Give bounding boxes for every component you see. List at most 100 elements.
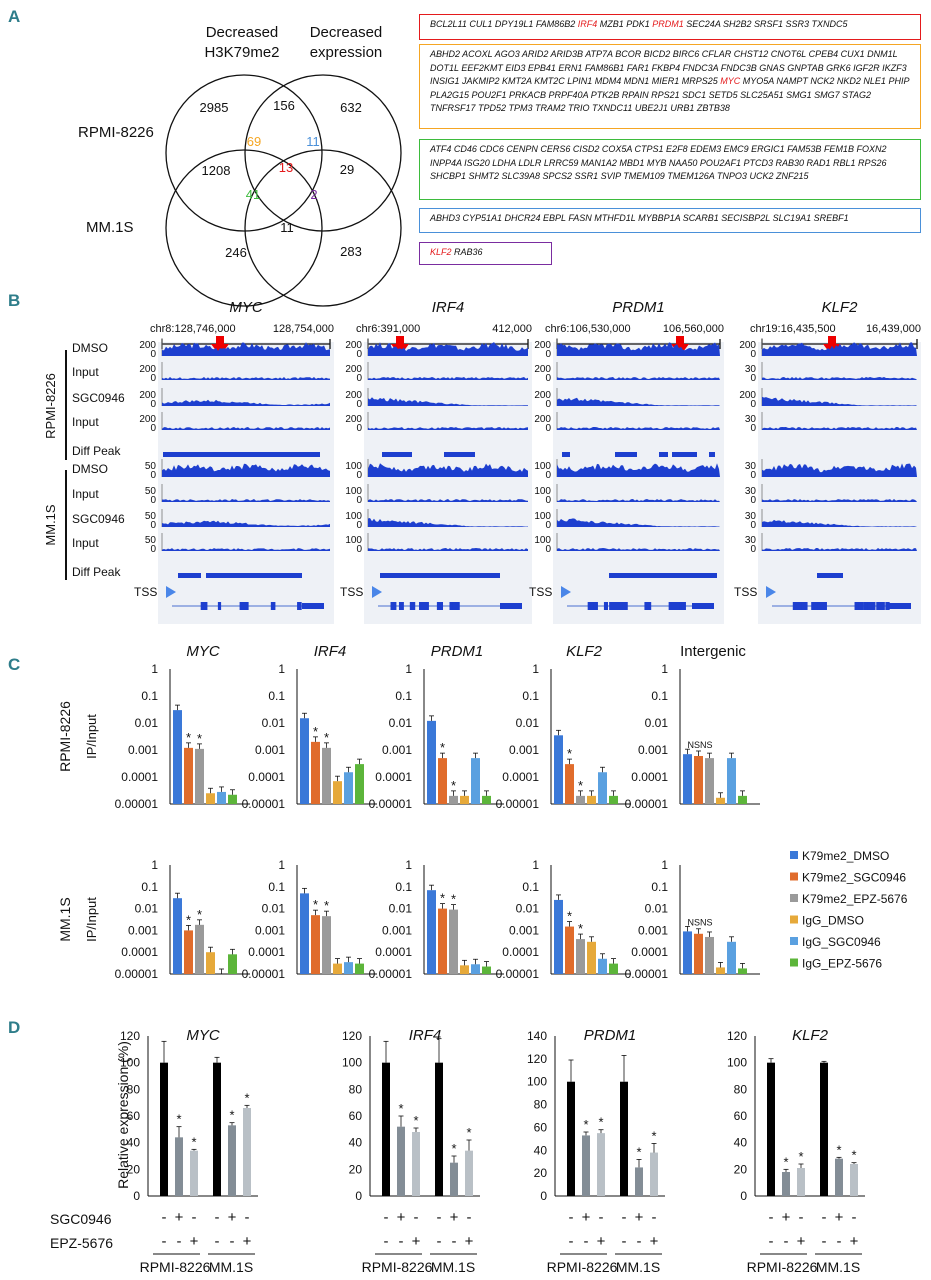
track-scale-max: 50 bbox=[145, 511, 157, 522]
track-scale-zero: 0 bbox=[356, 520, 362, 531]
track-scale-max: 50 bbox=[145, 535, 157, 546]
treatment-label: SGC0946 bbox=[50, 1211, 112, 1227]
treatment-sign: + bbox=[397, 1209, 406, 1226]
chip-gene-title: PRDM1 bbox=[431, 643, 484, 660]
expr-y-tick: 80 bbox=[349, 1082, 363, 1096]
signal-track bbox=[762, 548, 917, 551]
track-scale-max: 100 bbox=[345, 461, 362, 472]
signal-track bbox=[557, 463, 720, 477]
treatment-sign: - bbox=[822, 1233, 827, 1250]
signal-track bbox=[368, 548, 528, 551]
gene-exon bbox=[239, 602, 249, 610]
treatment-sign: + bbox=[797, 1233, 806, 1250]
track-scale-zero: 0 bbox=[750, 349, 756, 360]
legend-swatch bbox=[790, 937, 798, 945]
diff-peak-bar bbox=[562, 452, 570, 457]
track-scale-max: 200 bbox=[345, 390, 362, 401]
venn-region-count: 1208 bbox=[202, 163, 231, 178]
track-coord-start: chr6:391,000 bbox=[356, 323, 420, 335]
treatment-sign: - bbox=[837, 1233, 842, 1250]
track-coord-end: 128,754,000 bbox=[273, 323, 334, 335]
track-scale-zero: 0 bbox=[545, 544, 551, 555]
significance-star: * bbox=[229, 1108, 234, 1123]
expr-y-tick: 120 bbox=[342, 1029, 362, 1043]
track-scale-zero: 0 bbox=[545, 470, 551, 481]
chip-y-tick: 0.0001 bbox=[248, 945, 285, 959]
significance-star: * bbox=[466, 1125, 471, 1140]
expr-y-tick: 120 bbox=[727, 1029, 747, 1043]
track-scale-zero: 0 bbox=[150, 423, 156, 434]
venn-label-h3k79: H3K79me2 bbox=[204, 44, 279, 61]
significance-star: * bbox=[398, 1101, 403, 1116]
significance-star: * bbox=[413, 1113, 418, 1128]
expr-bar bbox=[635, 1167, 643, 1196]
venn-region-count: 2 bbox=[310, 187, 317, 202]
significance-star: * bbox=[567, 909, 572, 924]
diff-peak-bar bbox=[659, 452, 668, 457]
diff-peak-bar bbox=[178, 573, 201, 578]
signal-track bbox=[557, 377, 720, 380]
chip-y-tick: 0.1 bbox=[651, 880, 668, 894]
gene-exon bbox=[876, 602, 885, 610]
track-scale-zero: 0 bbox=[545, 349, 551, 360]
chip-y-tick: 1 bbox=[151, 858, 158, 872]
treatment-sign: - bbox=[584, 1233, 589, 1250]
venn-region-count: 69 bbox=[247, 134, 261, 149]
track-scale-max: 100 bbox=[534, 486, 551, 497]
signal-track bbox=[557, 499, 720, 502]
chip-y-tick: 0.01 bbox=[262, 716, 286, 730]
significance-star: * bbox=[186, 912, 191, 927]
chip-y-tick: 0.001 bbox=[128, 743, 158, 757]
significance-star: * bbox=[451, 892, 456, 907]
chip-bar bbox=[195, 748, 204, 804]
track-scale-zero: 0 bbox=[356, 399, 362, 410]
expr-y-tick: 40 bbox=[127, 1136, 141, 1150]
chip-y-tick: 0.001 bbox=[255, 923, 285, 937]
track-scale-zero: 0 bbox=[150, 470, 156, 481]
treatment-sign: - bbox=[215, 1233, 220, 1250]
track-scale-zero: 0 bbox=[150, 544, 156, 555]
expr-y-tick: 100 bbox=[120, 1056, 140, 1070]
gene-exon bbox=[270, 602, 276, 610]
diff-peak-bar bbox=[609, 573, 717, 578]
treatment-sign: + bbox=[635, 1209, 644, 1226]
legend-swatch bbox=[790, 915, 798, 924]
treatment-sign: - bbox=[569, 1233, 574, 1250]
chip-y-tick: 0.001 bbox=[638, 743, 668, 757]
expr-bar bbox=[190, 1150, 198, 1196]
track-scale-max: 30 bbox=[745, 511, 757, 522]
track-row-label: SGC0946 bbox=[72, 391, 125, 405]
track-scale-zero: 0 bbox=[356, 544, 362, 555]
signal-track bbox=[557, 397, 720, 406]
chip-y-tick: 0.001 bbox=[255, 743, 285, 757]
expr-cell-label: RPMI-8226 bbox=[547, 1259, 618, 1275]
chip-y-tick: 1 bbox=[532, 858, 539, 872]
venn-region-count: 632 bbox=[340, 100, 362, 115]
track-cell-label: RPMI-8226 bbox=[43, 373, 58, 439]
venn-region-count: 11 bbox=[306, 134, 320, 149]
marker-arrow-icon bbox=[211, 336, 229, 356]
significance-star: * bbox=[324, 898, 329, 913]
expr-y-tick: 20 bbox=[127, 1162, 141, 1176]
expr-bar bbox=[767, 1062, 775, 1196]
expr-y-tick: 0 bbox=[540, 1189, 547, 1203]
track-scale-zero: 0 bbox=[750, 520, 756, 531]
chip-bar bbox=[587, 795, 596, 804]
chip-y-tick: 0.00001 bbox=[625, 967, 669, 981]
highlighted-gene: KLF2 bbox=[430, 247, 452, 257]
track-panel-bg bbox=[364, 342, 532, 624]
chip-y-tick: 0.00001 bbox=[625, 797, 669, 811]
treatment-sign: + bbox=[450, 1209, 459, 1226]
track-scale-max: 100 bbox=[534, 535, 551, 546]
chip-y-label: IP/Input bbox=[84, 897, 99, 942]
expr-bar bbox=[213, 1062, 221, 1196]
track-scale-zero: 0 bbox=[150, 399, 156, 410]
expr-bar bbox=[228, 1125, 236, 1196]
panel-b: B DMSO Input SGC0946 Input Diff Peak DMSO Input… bbox=[8, 291, 921, 624]
chip-y-tick: 1 bbox=[278, 662, 285, 676]
expr-cell-label: MM.1S bbox=[209, 1259, 253, 1275]
gene-exon bbox=[621, 602, 628, 610]
gene-exon bbox=[452, 602, 460, 610]
track-scale-zero: 0 bbox=[356, 373, 362, 384]
signal-track bbox=[162, 463, 330, 477]
